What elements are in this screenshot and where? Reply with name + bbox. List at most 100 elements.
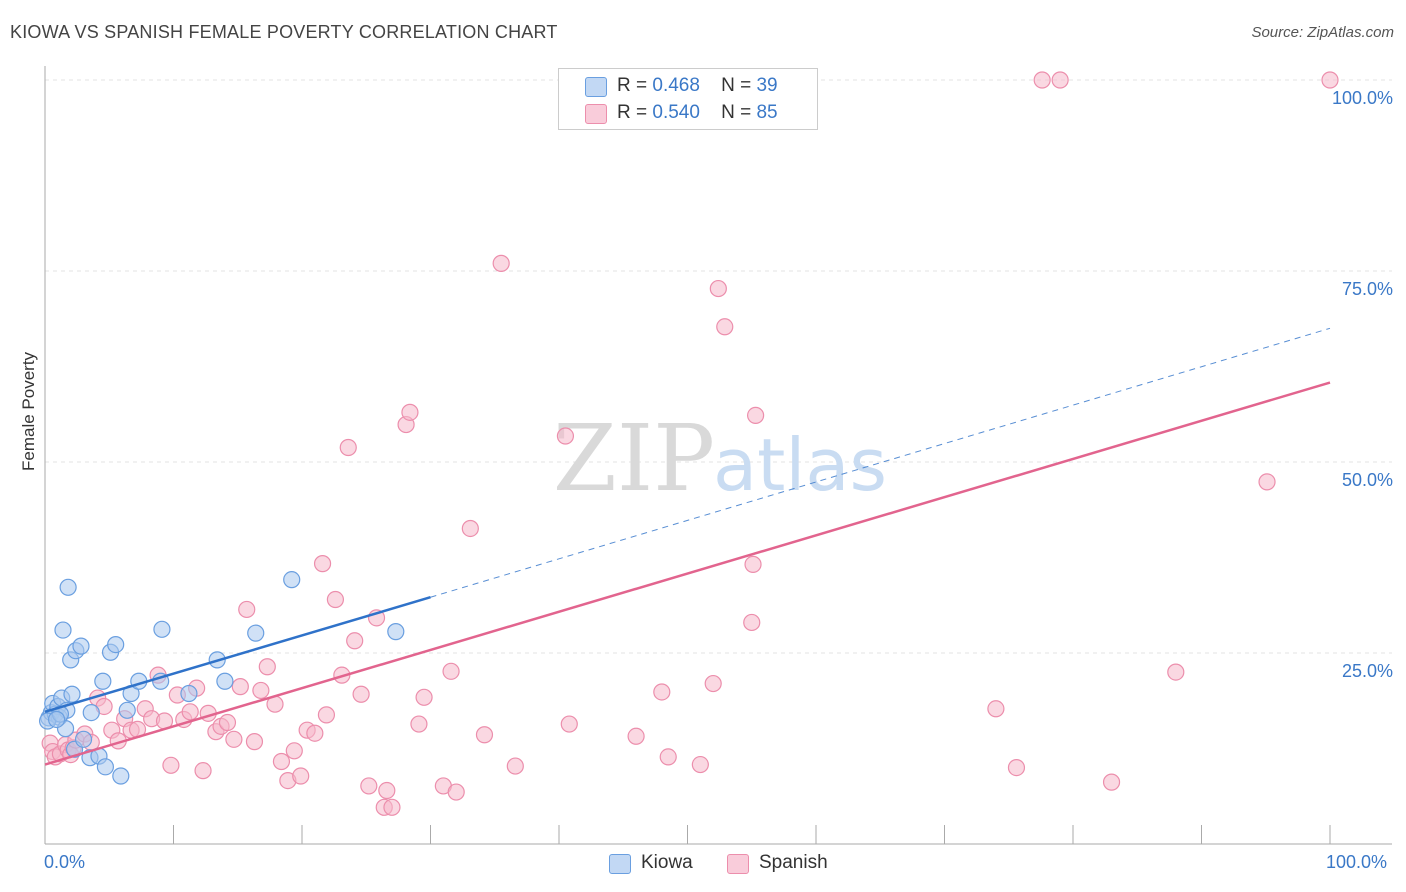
spanish-point (306, 724, 324, 742)
spanish-series (41, 71, 1339, 816)
spanish-point (378, 781, 396, 800)
kiowa-point (94, 672, 112, 690)
y-tick-label: 75.0% (1342, 279, 1393, 299)
spanish-point (285, 742, 303, 760)
spanish-point (383, 798, 401, 816)
kiowa-point (112, 767, 130, 785)
spanish-point (1007, 758, 1026, 777)
spanish-legend-icon (727, 854, 749, 874)
trend-lines (44, 327, 1331, 766)
kiowa-point (283, 571, 301, 589)
spanish-point (1258, 473, 1276, 491)
kiowa-point (118, 701, 136, 719)
spanish-point (401, 403, 419, 421)
spanish-point (447, 783, 465, 801)
kiowa-point (54, 621, 72, 639)
spanish-point (1167, 663, 1185, 681)
spanish-point (659, 748, 677, 766)
spanish-point (252, 681, 270, 700)
kiowa-series (38, 571, 405, 785)
kiowa-point (63, 685, 81, 703)
spanish-point (218, 713, 237, 732)
kiowa-point (387, 623, 405, 641)
x-tick-label-max: 100.0% (1326, 852, 1388, 872)
spanish-point (653, 683, 671, 701)
correlation-legend: R = 0.468 N = 39 R = 0.540 N = 85 (558, 68, 818, 130)
spanish-r-label: R = (617, 102, 648, 123)
spanish-point (691, 755, 709, 774)
spanish-n-label: N = (721, 102, 752, 123)
source-label: Source: ZipAtlas.com (1251, 24, 1394, 41)
axes (44, 66, 1392, 845)
kiowa-trend-line (44, 596, 431, 714)
spanish-swatch-icon (585, 104, 607, 124)
kiowa-trend-extension (430, 327, 1331, 598)
kiowa-point (180, 684, 198, 703)
spanish-point (352, 685, 370, 703)
kiowa-point (96, 758, 114, 776)
watermark-zip: ZIP (553, 405, 715, 512)
kiowa-point (47, 710, 66, 729)
spanish-point (442, 662, 460, 680)
y-tick-labels: 25.0% 50.0% 75.0% 100.0% (1332, 88, 1393, 681)
kiowa-point (153, 620, 171, 638)
kiowa-n-label: N = (721, 75, 752, 96)
spanish-point (238, 600, 256, 619)
spanish-point (313, 555, 332, 573)
kiowa-swatch-icon (585, 77, 607, 97)
kiowa-point (74, 730, 93, 748)
spanish-point (747, 406, 765, 424)
spanish-point (461, 519, 479, 538)
spanish-point (346, 632, 364, 650)
spanish-point (162, 756, 180, 774)
spanish-point (272, 752, 291, 771)
spanish-point (194, 762, 212, 780)
spanish-point (709, 279, 727, 298)
spanish-point (339, 438, 357, 457)
spanish-point (181, 703, 199, 721)
spanish-point (506, 757, 524, 775)
kiowa-point (107, 635, 125, 654)
spanish-point (492, 254, 510, 272)
spanish-point (475, 726, 494, 744)
kiowa-n-value: 39 (756, 75, 778, 96)
spanish-point (627, 727, 645, 745)
spanish-point (326, 590, 345, 609)
spanish-point (360, 777, 378, 795)
spanish-point (317, 706, 336, 724)
spanish-point (1102, 773, 1121, 791)
spanish-point (225, 730, 243, 748)
y-tick-label: 100.0% (1332, 88, 1393, 108)
kiowa-legend-icon (609, 854, 631, 874)
kiowa-point (72, 637, 90, 655)
spanish-point (292, 767, 310, 785)
chart-title: KIOWA VS SPANISH FEMALE POVERTY CORRELAT… (10, 22, 558, 42)
kiowa-r-label: R = (617, 75, 648, 96)
kiowa-legend-label: Kiowa (641, 852, 693, 873)
y-tick-label: 25.0% (1342, 661, 1393, 681)
spanish-legend-label: Spanish (759, 852, 828, 873)
spanish-point (556, 427, 575, 445)
spanish-point (987, 700, 1005, 718)
spanish-trend-line (44, 381, 1331, 766)
spanish-r-value: 0.540 (652, 102, 700, 123)
spanish-point (1321, 71, 1339, 89)
spanish-n-value: 85 (756, 102, 778, 123)
spanish-point (744, 555, 762, 573)
grid-lines (45, 79, 1392, 654)
spanish-point (1033, 71, 1051, 89)
spanish-point (231, 678, 249, 696)
x-tick-label-min: 0.0% (44, 852, 86, 872)
spanish-point (1051, 71, 1069, 89)
kiowa-r-value: 0.468 (652, 75, 700, 96)
kiowa-point (247, 624, 265, 642)
y-tick-label: 50.0% (1342, 470, 1393, 490)
spanish-point (415, 688, 433, 706)
kiowa-point (82, 703, 100, 722)
watermark-atlas: atlas (713, 423, 887, 507)
spanish-point (245, 733, 264, 751)
spanish-point (560, 715, 578, 733)
spanish-point (704, 674, 722, 693)
spanish-point (258, 658, 276, 676)
